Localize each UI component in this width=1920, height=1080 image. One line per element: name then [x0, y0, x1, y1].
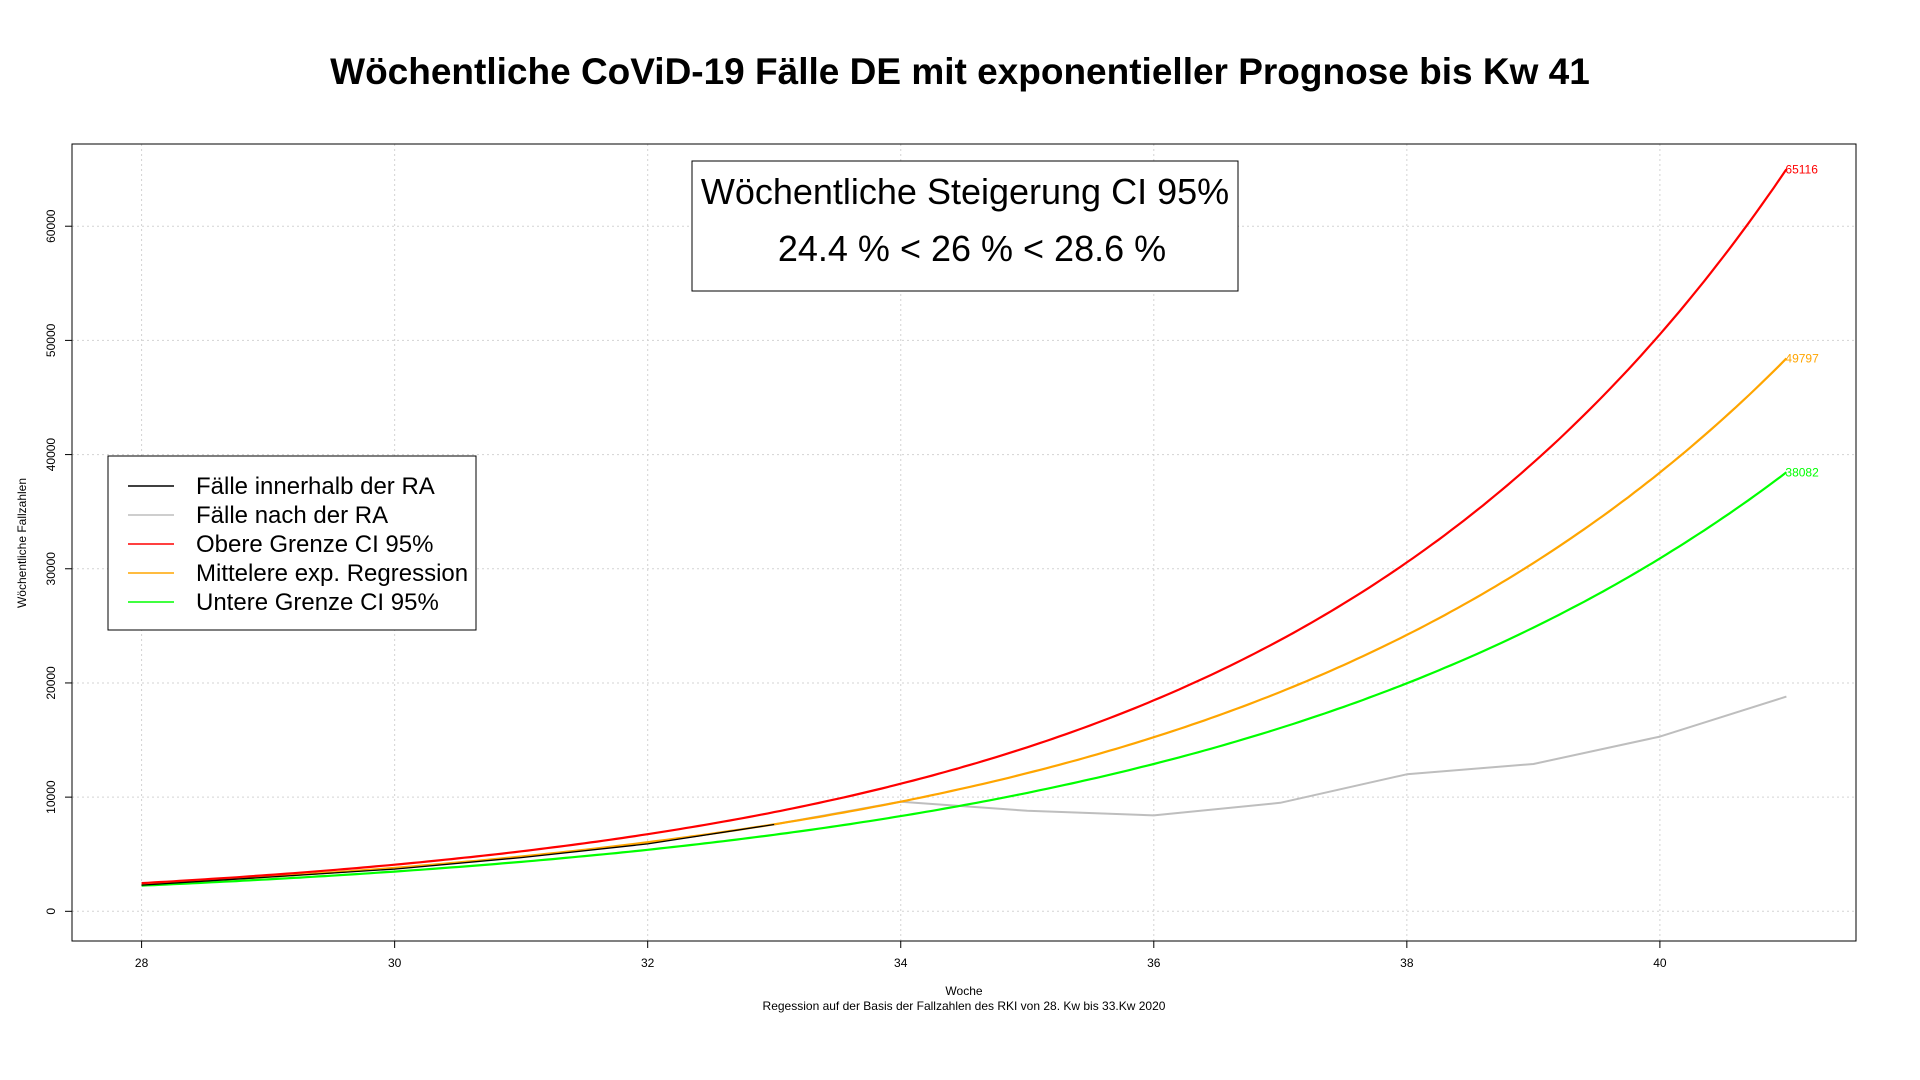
legend-frame [107, 455, 477, 631]
end-value-labels: 38082 49797 65116 [1785, 162, 1819, 479]
series-line [141, 357, 1788, 885]
y-axis: 0 10000 20000 30000 40000 50000 60000 [44, 209, 73, 915]
y-tick-label: 30000 [44, 552, 58, 586]
x-tick-label: 40 [1653, 956, 1667, 970]
x-tick-label: 28 [135, 956, 149, 970]
legend-label: Mittelere exp. Regression [196, 560, 468, 587]
series-line [141, 168, 1788, 885]
x-tick-label: 30 [388, 956, 402, 970]
annotation-line-1: Wöchentliche Steigerung CI 95% [701, 171, 1229, 212]
y-tick-label: 60000 [44, 209, 58, 243]
x-axis: 28 30 32 34 36 38 40 [135, 940, 1667, 970]
y-axis-label: Wöchentliche Fallzahlen [15, 478, 29, 608]
legend-label: Obere Grenze CI 95% [196, 531, 433, 558]
growth-annotation-box: Wöchentliche Steigerung CI 95% 24.4 % < … [691, 160, 1239, 292]
annotation-frame [691, 160, 1239, 292]
x-axis-label: Woche [945, 984, 982, 998]
y-tick-label: 20000 [44, 666, 58, 700]
x-tick-label: 36 [1147, 956, 1161, 970]
x-tick-label: 32 [641, 956, 655, 970]
legend-label: Fälle innerhalb der RA [196, 473, 435, 500]
y-tick-label: 0 [44, 908, 58, 915]
series-end-label: 49797 [1785, 351, 1819, 365]
chart-title: Wöchentliche CoViD-19 Fälle DE mit expon… [330, 51, 1590, 92]
series-line [141, 823, 775, 886]
series-line [141, 471, 1788, 887]
y-tick-label: 40000 [44, 438, 58, 472]
y-tick-label: 10000 [44, 780, 58, 814]
x-tick-label: 38 [1400, 956, 1414, 970]
series-end-label: 65116 [1785, 162, 1818, 176]
series-line [774, 695, 1787, 826]
x-axis-subtitle: Regession auf der Basis der Fallzahlen d… [763, 999, 1166, 1013]
series-end-label: 38082 [1785, 465, 1819, 479]
legend-label: Untere Grenze CI 95% [196, 589, 439, 616]
y-tick-label: 50000 [44, 323, 58, 357]
legend-label: Fälle nach der RA [196, 502, 388, 529]
annotation-line-2: 24.4 % < 26 % < 28.6 % [778, 228, 1166, 269]
x-tick-label: 34 [894, 956, 908, 970]
series-lines [141, 168, 1788, 887]
